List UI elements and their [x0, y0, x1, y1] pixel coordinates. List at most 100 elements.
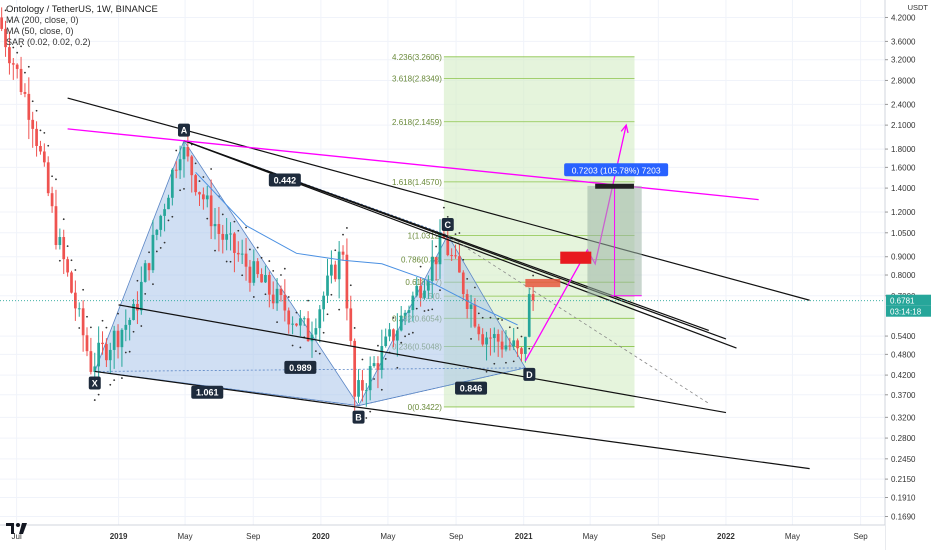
legend-ma200[interactable]: MA (200, close, 0): [6, 15, 79, 25]
candle-body: [217, 224, 221, 234]
candle-body: [364, 390, 368, 392]
sar-dot: [47, 144, 50, 147]
ma-line: [195, 171, 518, 326]
ratio-label-bg: [455, 381, 488, 395]
candle-body: [438, 234, 442, 265]
sar-dot: [334, 249, 337, 252]
sar-dot: [152, 283, 154, 286]
price-tick-label: 1.2000: [891, 208, 916, 217]
candle-body: [349, 308, 353, 341]
price-tick-label: 4.2000: [891, 13, 916, 22]
sar-dot: [470, 338, 472, 340]
legend: Ontology / TetherUS, 1W, BINANCE MA (200…: [6, 4, 158, 48]
point-label-b: B: [355, 413, 362, 423]
sar-dot: [404, 335, 406, 338]
sar-dot: [136, 279, 139, 282]
candle-body: [330, 264, 333, 276]
candle-body: [124, 324, 128, 330]
candle-body: [423, 290, 426, 298]
sar-dot: [283, 267, 286, 270]
candle-body: [450, 255, 454, 257]
candle-body: [46, 162, 50, 194]
sar-dot: [493, 362, 496, 365]
sar-dot: [229, 260, 232, 263]
candles: [0, 7, 535, 411]
time-tick-label: 2022: [717, 532, 735, 541]
point-label-bg: [177, 123, 190, 137]
time-tick-label: 2021: [515, 532, 533, 541]
sar-dot: [373, 378, 375, 380]
candle-body: [19, 68, 23, 93]
price-tick-label: 1.8000: [891, 145, 916, 154]
price-tick-label: 0.3700: [891, 391, 916, 400]
price-tick-label: 3.2000: [891, 56, 916, 65]
candle-body: [23, 92, 27, 94]
sar-dot: [326, 313, 329, 316]
bd-line: [358, 367, 526, 407]
sar-dot: [86, 315, 88, 318]
sar-dot: [27, 65, 30, 68]
sar-dot: [202, 176, 205, 178]
sar-dot: [489, 316, 492, 319]
candle-body: [89, 351, 93, 372]
candle-body: [504, 345, 508, 350]
candle-body: [39, 145, 42, 152]
legend-ma50[interactable]: MA (50, close, 0): [6, 26, 74, 36]
time-scale-bg: [0, 525, 885, 550]
sar-dot: [400, 341, 403, 344]
legend-sar[interactable]: SAR (0.02, 0.02, 0.2): [6, 37, 91, 47]
countdown-badge: [886, 305, 931, 317]
sar-dot: [179, 189, 182, 192]
price-tick-label: 2.8000: [891, 76, 916, 85]
candle-body: [310, 334, 314, 342]
sar-dot: [485, 370, 488, 373]
sar-dot: [55, 178, 57, 181]
candle-body: [170, 169, 174, 198]
candle-body: [492, 334, 496, 339]
candle-body: [85, 335, 89, 352]
time-tick-label: Sep: [449, 532, 464, 541]
candle-body: [314, 328, 318, 335]
fib-level-label: 4.236(3.2606): [392, 53, 442, 62]
sar-dot: [140, 325, 143, 327]
candle-body: [326, 275, 329, 296]
sar-dot: [458, 232, 461, 234]
candle-body: [194, 175, 197, 193]
entry-zone: [560, 251, 592, 264]
candle-body: [333, 264, 337, 280]
sar-dot: [35, 109, 38, 112]
price-tick-label: 0.3200: [891, 413, 916, 422]
sar-dot: [155, 250, 158, 253]
sar-dot: [462, 258, 465, 261]
candle-body: [361, 380, 364, 391]
sar-dot: [249, 248, 251, 251]
candle-body: [236, 252, 240, 255]
candle-body: [174, 169, 178, 171]
candle-body: [368, 366, 372, 391]
candle-body: [244, 253, 248, 267]
price-tick-label: 0.2150: [891, 475, 916, 484]
candle-body: [395, 330, 399, 341]
symbol-title[interactable]: Ontology / TetherUS, 1W, BINANCE: [6, 4, 158, 15]
candle-body: [485, 337, 488, 345]
candle-body: [27, 93, 31, 120]
candle-body: [167, 197, 170, 210]
candle-body: [318, 309, 322, 329]
candle-body: [70, 272, 73, 293]
sar-dot: [442, 206, 445, 209]
sar-dot: [225, 260, 228, 263]
sar-dot: [237, 229, 240, 232]
time-tick-label: Sep: [651, 532, 666, 541]
trend-line: [118, 304, 727, 414]
overlay-lines: [4, 9, 810, 470]
point-label-bg: [88, 376, 101, 390]
last-price-badge: [886, 294, 931, 306]
point-label-c: C: [445, 220, 452, 230]
candle-body: [128, 320, 132, 325]
candle-body: [112, 330, 116, 350]
candle-body: [376, 363, 380, 370]
ratio-label-bg: [191, 385, 224, 399]
sar-dot: [287, 296, 290, 298]
price-tick-label: 0.1690: [891, 513, 916, 522]
